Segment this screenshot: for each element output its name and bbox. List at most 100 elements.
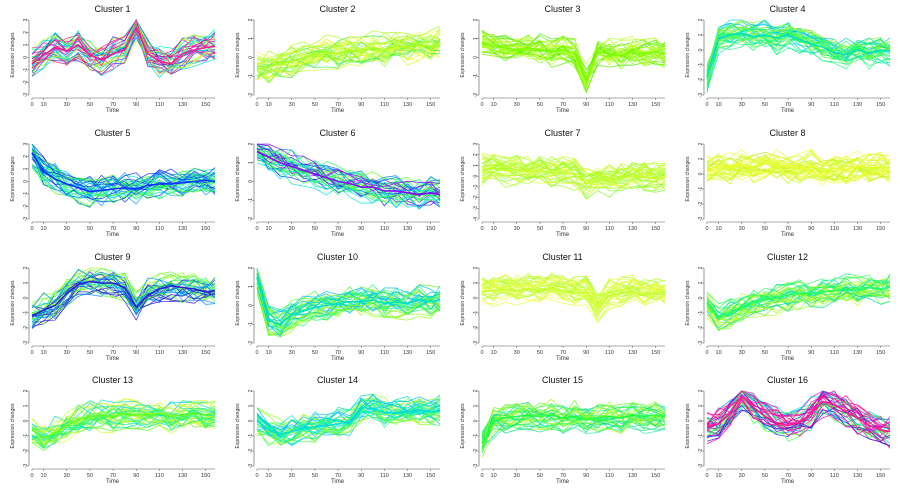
y-tick-label: -1 xyxy=(698,187,704,192)
profile-line xyxy=(31,410,216,441)
x-tick-label: 130 xyxy=(178,226,187,232)
x-tick-label: 130 xyxy=(178,350,187,356)
x-tick-label: 0 xyxy=(30,473,33,479)
x-tick-label: 70 xyxy=(785,102,791,108)
y-tick-label: 1 xyxy=(248,285,254,288)
cluster-panel-7: Cluster 7 Expression changes Time 0 10 30 50 70… xyxy=(450,124,675,247)
x-tick-label: 10 xyxy=(266,473,272,479)
profile-line xyxy=(256,41,441,80)
y-tick-label: -3 xyxy=(698,217,704,222)
x-axis-label: Time xyxy=(105,232,120,238)
y-tick-label: 1 xyxy=(473,164,479,167)
profile-line xyxy=(256,144,441,196)
cluster-panel-8: Cluster 8 Expression changes Time 0 10 30 50 70… xyxy=(675,124,900,247)
x-tick-label: 30 xyxy=(64,102,70,108)
x-tick-label: 150 xyxy=(201,350,210,356)
x-tick-label: 90 xyxy=(583,102,589,108)
x-tick-label: 70 xyxy=(560,473,566,479)
y-tick-label: 3 xyxy=(23,18,29,21)
plot-area: 0 10 30 50 70 90 110 130 150 -3 -2 -1 0 1 2 xyxy=(698,142,891,232)
plot-area: 0 10 30 50 70 90 110 130 150 -2 -1 0 1 2 xyxy=(248,18,441,108)
x-tick-label: 10 xyxy=(491,226,497,232)
profile-line xyxy=(481,173,666,192)
y-tick-label: 1 xyxy=(698,33,704,36)
x-tick-label: 50 xyxy=(312,350,318,356)
profile-line xyxy=(706,148,891,164)
profile-line xyxy=(256,403,441,441)
x-tick-label: 150 xyxy=(876,102,885,108)
profile-line xyxy=(256,29,441,66)
x-tick-label: 90 xyxy=(808,226,814,232)
x-tick-label: 30 xyxy=(514,226,520,232)
profile-line xyxy=(706,290,891,330)
x-tick-label: 90 xyxy=(808,473,814,479)
profile-line xyxy=(482,174,666,192)
x-tick-label: 150 xyxy=(876,350,885,356)
panel-title: Cluster 10 xyxy=(316,252,359,262)
x-tick-label: 50 xyxy=(762,102,768,108)
profile-line xyxy=(481,280,666,310)
y-tick-label: -1 xyxy=(698,63,704,68)
profile-line xyxy=(31,409,216,445)
profile-line xyxy=(481,276,666,310)
y-tick-label: -1 xyxy=(248,434,254,439)
profile-line xyxy=(256,154,441,210)
x-tick-label: 0 xyxy=(480,350,483,356)
x-tick-label: 50 xyxy=(312,226,318,232)
profile-line xyxy=(706,28,891,74)
y-tick-label: -1 xyxy=(473,74,479,79)
y-tick-label: 3 xyxy=(473,142,479,145)
profile-line xyxy=(481,403,666,445)
profile-line xyxy=(256,406,441,443)
x-tick-label: 150 xyxy=(201,473,210,479)
x-tick-label: 90 xyxy=(358,226,364,232)
plot-area: 0 10 30 50 70 90 110 130 150 -3 -2 -1 0 1 2 xyxy=(473,266,666,356)
x-tick-label: 30 xyxy=(739,473,745,479)
profile-line xyxy=(31,31,216,79)
profile-line xyxy=(481,409,666,447)
centroid-line xyxy=(31,152,216,193)
profile-line xyxy=(31,284,216,321)
profile-line xyxy=(31,399,216,433)
plot-area: 0 10 30 50 70 90 110 130 150 -3 -2 -1 0 1 2 xyxy=(23,389,216,479)
profile-line xyxy=(481,282,666,316)
x-tick-label: 150 xyxy=(651,473,660,479)
y-tick-label: 1 xyxy=(23,167,29,170)
y-tick-label: -2 xyxy=(248,93,254,98)
x-tick-label: 150 xyxy=(426,226,435,232)
y-tick-label: 1 xyxy=(248,404,254,407)
profile-line xyxy=(31,19,216,57)
x-tick-label: 130 xyxy=(403,102,412,108)
y-tick-label: 0 xyxy=(23,419,29,422)
x-tick-label: 110 xyxy=(605,102,614,108)
profile-line xyxy=(706,292,891,331)
x-tick-label: 110 xyxy=(380,350,389,356)
y-tick-label: 0 xyxy=(23,296,29,299)
panel-title: Cluster 13 xyxy=(91,375,134,385)
profile-line xyxy=(481,43,666,91)
y-tick-label: -3 xyxy=(473,464,479,469)
x-tick-label: 70 xyxy=(560,102,566,108)
profile-lines xyxy=(31,398,216,452)
profile-line xyxy=(31,150,216,187)
y-tick-label: 1 xyxy=(473,404,479,407)
profile-line xyxy=(481,271,666,297)
y-tick-label: -3 xyxy=(248,464,254,469)
y-tick-label: 2 xyxy=(698,142,704,145)
y-tick-label: 0 xyxy=(23,56,29,59)
cluster-panel-9: Cluster 9 Expression changes Time 0 10 30 50 70… xyxy=(0,248,225,371)
x-tick-label: 130 xyxy=(628,350,637,356)
x-tick-label: 90 xyxy=(358,102,364,108)
profile-line xyxy=(481,156,666,185)
profile-line xyxy=(256,274,441,321)
profile-line xyxy=(706,152,891,167)
x-tick-label: 10 xyxy=(41,226,47,232)
y-tick-label: -2 xyxy=(23,80,29,85)
x-tick-label: 30 xyxy=(514,102,520,108)
x-tick-label: 110 xyxy=(380,473,389,479)
centroid-line xyxy=(481,41,666,83)
profile-lines xyxy=(706,273,891,332)
profile-line xyxy=(481,157,666,186)
profile-lines xyxy=(256,143,441,210)
